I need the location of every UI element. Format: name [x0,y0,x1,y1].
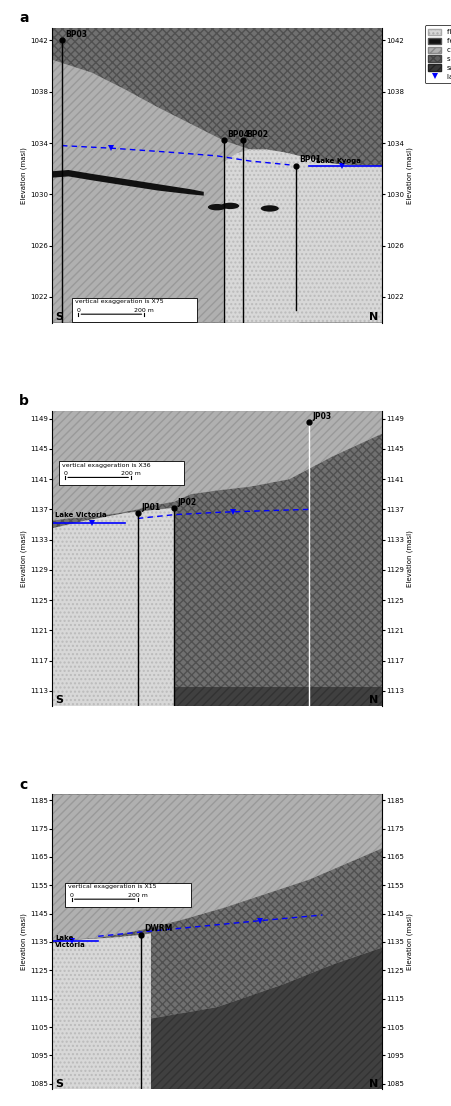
Polygon shape [52,687,381,706]
Ellipse shape [207,204,226,210]
Legend: fluvial-lacustrine sands, ferricrete duricrust, clayey saprolite, sandy saprolit: fluvial-lacustrine sands, ferricrete dur… [424,25,451,83]
Text: BP04: BP04 [226,129,249,138]
Polygon shape [223,149,381,323]
FancyBboxPatch shape [65,883,190,907]
Text: DWRM: DWRM [144,925,172,933]
Polygon shape [52,948,381,1089]
Text: 200 m: 200 m [128,893,147,898]
Text: 200 m: 200 m [134,307,154,313]
Text: Lake Kyoga: Lake Kyoga [315,157,360,164]
Text: vertical exaggeration is X36: vertical exaggeration is X36 [62,462,150,468]
Polygon shape [52,933,151,1089]
Text: BP01: BP01 [299,155,321,164]
Y-axis label: Elevation (masl): Elevation (masl) [406,914,412,970]
Text: 0: 0 [76,307,80,313]
Text: Lake Victoria: Lake Victoria [55,512,107,519]
Text: 0: 0 [63,471,67,476]
Text: BP03: BP03 [65,30,87,39]
Y-axis label: Elevation (masl): Elevation (masl) [21,914,27,970]
Y-axis label: Elevation (masl): Elevation (masl) [20,530,27,587]
Polygon shape [52,28,381,323]
Text: b: b [19,394,29,408]
Text: N: N [368,1078,378,1088]
Text: S: S [55,312,63,322]
Text: JP02: JP02 [177,498,196,507]
Polygon shape [52,300,381,323]
Polygon shape [52,939,381,1021]
Y-axis label: Elevation (masl): Elevation (masl) [406,530,413,587]
Text: c: c [19,778,27,792]
Polygon shape [52,794,381,940]
Y-axis label: Elevation (masl): Elevation (masl) [20,147,27,204]
Text: S: S [55,1078,63,1088]
Text: vertical exaggeration is X15: vertical exaggeration is X15 [69,885,156,889]
Text: 200 m: 200 m [121,471,141,476]
Polygon shape [52,508,174,706]
Polygon shape [52,28,381,323]
FancyBboxPatch shape [59,461,184,484]
Text: JP01: JP01 [141,503,160,512]
FancyBboxPatch shape [72,298,197,322]
Polygon shape [52,411,381,521]
Polygon shape [52,170,203,196]
Polygon shape [52,411,381,706]
Text: BP02: BP02 [246,129,268,138]
Text: N: N [368,312,378,322]
Text: vertical exaggeration is X75: vertical exaggeration is X75 [75,300,163,304]
Ellipse shape [221,202,239,209]
Polygon shape [52,28,299,323]
Text: a: a [19,11,28,24]
Text: S: S [55,696,63,706]
Ellipse shape [260,206,278,211]
Text: Lake
Victoria: Lake Victoria [55,935,86,948]
Text: 0: 0 [70,893,74,898]
Polygon shape [52,794,381,1089]
Text: JP03: JP03 [312,413,331,421]
Y-axis label: Elevation (masl): Elevation (masl) [406,147,413,204]
Text: N: N [368,696,378,706]
